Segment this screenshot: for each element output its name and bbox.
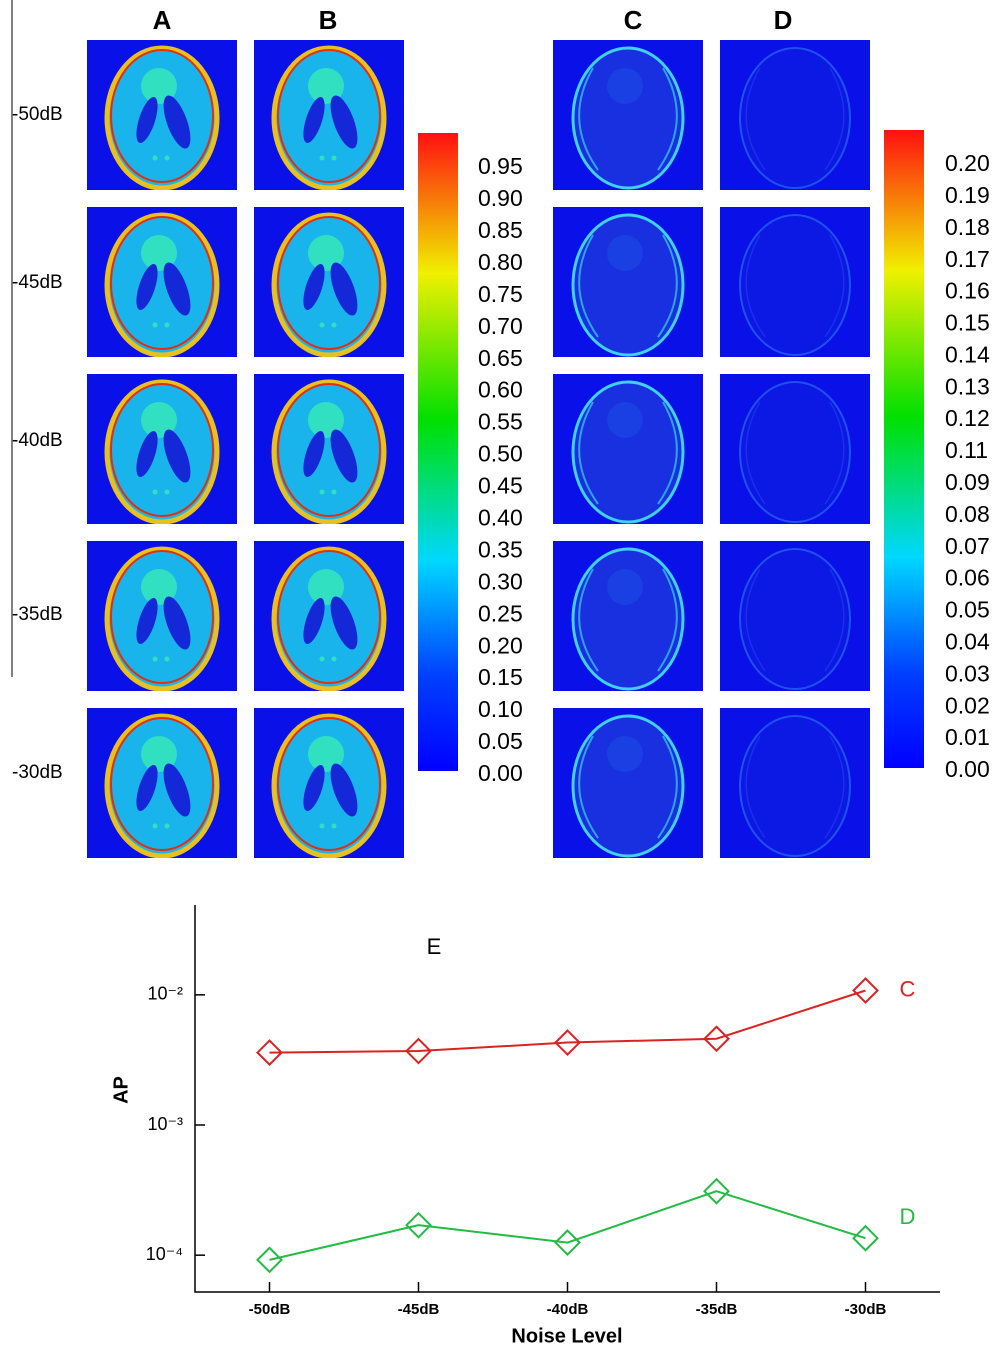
colorbar-tick-label: 0.65 bbox=[478, 345, 523, 371]
column-label: B bbox=[319, 5, 338, 35]
colorbar-tick-label: 0.07 bbox=[945, 533, 990, 559]
colorbar-tick-label: 0.04 bbox=[945, 628, 990, 654]
axes bbox=[195, 905, 940, 1292]
colorbar-tick-label: 0.14 bbox=[945, 341, 990, 367]
colorbar-tick-label: 0.35 bbox=[478, 536, 523, 562]
colorbar-tick-label: 0.17 bbox=[945, 246, 990, 272]
x-tick-label: -30dB bbox=[845, 1301, 887, 1318]
x-tick-label: -50dB bbox=[249, 1301, 291, 1318]
colorbar-tick-label: 0.18 bbox=[945, 214, 990, 240]
row-label: -30dB bbox=[12, 762, 63, 783]
figure: E Noise Level AP A B C D -50dB -45dB -40dB -35d… bbox=[0, 0, 999, 1347]
colorbar-tick-label: 0.90 bbox=[478, 185, 523, 211]
row-label: -45dB bbox=[12, 272, 63, 293]
colorbar-tick-label: 0.05 bbox=[478, 728, 523, 754]
y-tick-label: 10⁻⁴ bbox=[146, 1244, 183, 1264]
colorbar-tick-label: 0.75 bbox=[478, 281, 523, 307]
colorbar-tick-label: 0.50 bbox=[478, 441, 523, 467]
colorbar-tick-label: 0.95 bbox=[478, 153, 523, 179]
x-tick-label: -45dB bbox=[398, 1301, 440, 1318]
colorbar-tick-label: 0.15 bbox=[945, 310, 990, 336]
y-tick-label: 10⁻² bbox=[147, 984, 183, 1004]
colorbar-tick-label: 0.10 bbox=[478, 696, 523, 722]
colorbar-tick-label: 0.09 bbox=[945, 469, 990, 495]
colorbar-tick-label: 0.70 bbox=[478, 313, 523, 339]
x-axis-label: Noise Level bbox=[511, 1325, 622, 1347]
colorbar-tick-label: 0.60 bbox=[478, 377, 523, 403]
colorbar-tick-label: 0.12 bbox=[945, 405, 990, 431]
colorbar-tick-label: 0.02 bbox=[945, 692, 990, 718]
colorbar-tick-label: 0.06 bbox=[945, 565, 990, 591]
colorbar-tick-label: 0.15 bbox=[478, 664, 523, 690]
column-label: D bbox=[774, 5, 793, 35]
colorbar-tick-label: 0.80 bbox=[478, 249, 523, 275]
colorbar-tick-label: 0.45 bbox=[478, 473, 523, 499]
series-line bbox=[270, 990, 866, 1052]
colorbar-tick-label: 0.11 bbox=[945, 437, 988, 463]
series-label: C bbox=[900, 976, 916, 1001]
series-label: D bbox=[900, 1204, 916, 1229]
x-tick-label: -35dB bbox=[696, 1301, 738, 1318]
row-label: -50dB bbox=[12, 104, 63, 125]
colorbar-tick-label: 0.05 bbox=[945, 597, 990, 623]
y-tick-label: 10⁻³ bbox=[147, 1114, 183, 1134]
row-label: -35dB bbox=[12, 604, 63, 625]
colorbar bbox=[884, 130, 924, 768]
x-tick-label: -40dB bbox=[547, 1301, 589, 1318]
colorbar-tick-label: 0.55 bbox=[478, 409, 523, 435]
colorbar-tick-label: 0.08 bbox=[945, 501, 990, 527]
colorbar-tick-label: 0.13 bbox=[945, 373, 990, 399]
colorbar-tick-label: 0.30 bbox=[478, 568, 523, 594]
column-label: C bbox=[624, 5, 643, 35]
colorbar-tick-label: 0.20 bbox=[478, 632, 523, 658]
colorbar-tick-label: 0.00 bbox=[478, 760, 523, 786]
chart-title: E bbox=[427, 934, 442, 959]
colorbar-tick-label: 0.01 bbox=[945, 724, 990, 750]
column-label: A bbox=[153, 5, 172, 35]
y-axis-label: AP bbox=[110, 1076, 132, 1104]
colorbar-tick-label: 0.25 bbox=[478, 600, 523, 626]
colorbar-tick-label: 0.03 bbox=[945, 660, 990, 686]
colorbar-tick-label: 0.16 bbox=[945, 278, 990, 304]
colorbar-tick-label: 0.00 bbox=[945, 756, 990, 782]
colorbar-tick-label: 0.20 bbox=[945, 150, 990, 176]
series-line bbox=[270, 1191, 866, 1260]
colorbar-tick-label: 0.19 bbox=[945, 182, 990, 208]
colorbar-tick-label: 0.85 bbox=[478, 217, 523, 243]
colorbar-tick-label: 0.40 bbox=[478, 504, 523, 530]
row-label: -40dB bbox=[12, 430, 63, 451]
colorbar bbox=[418, 133, 458, 771]
